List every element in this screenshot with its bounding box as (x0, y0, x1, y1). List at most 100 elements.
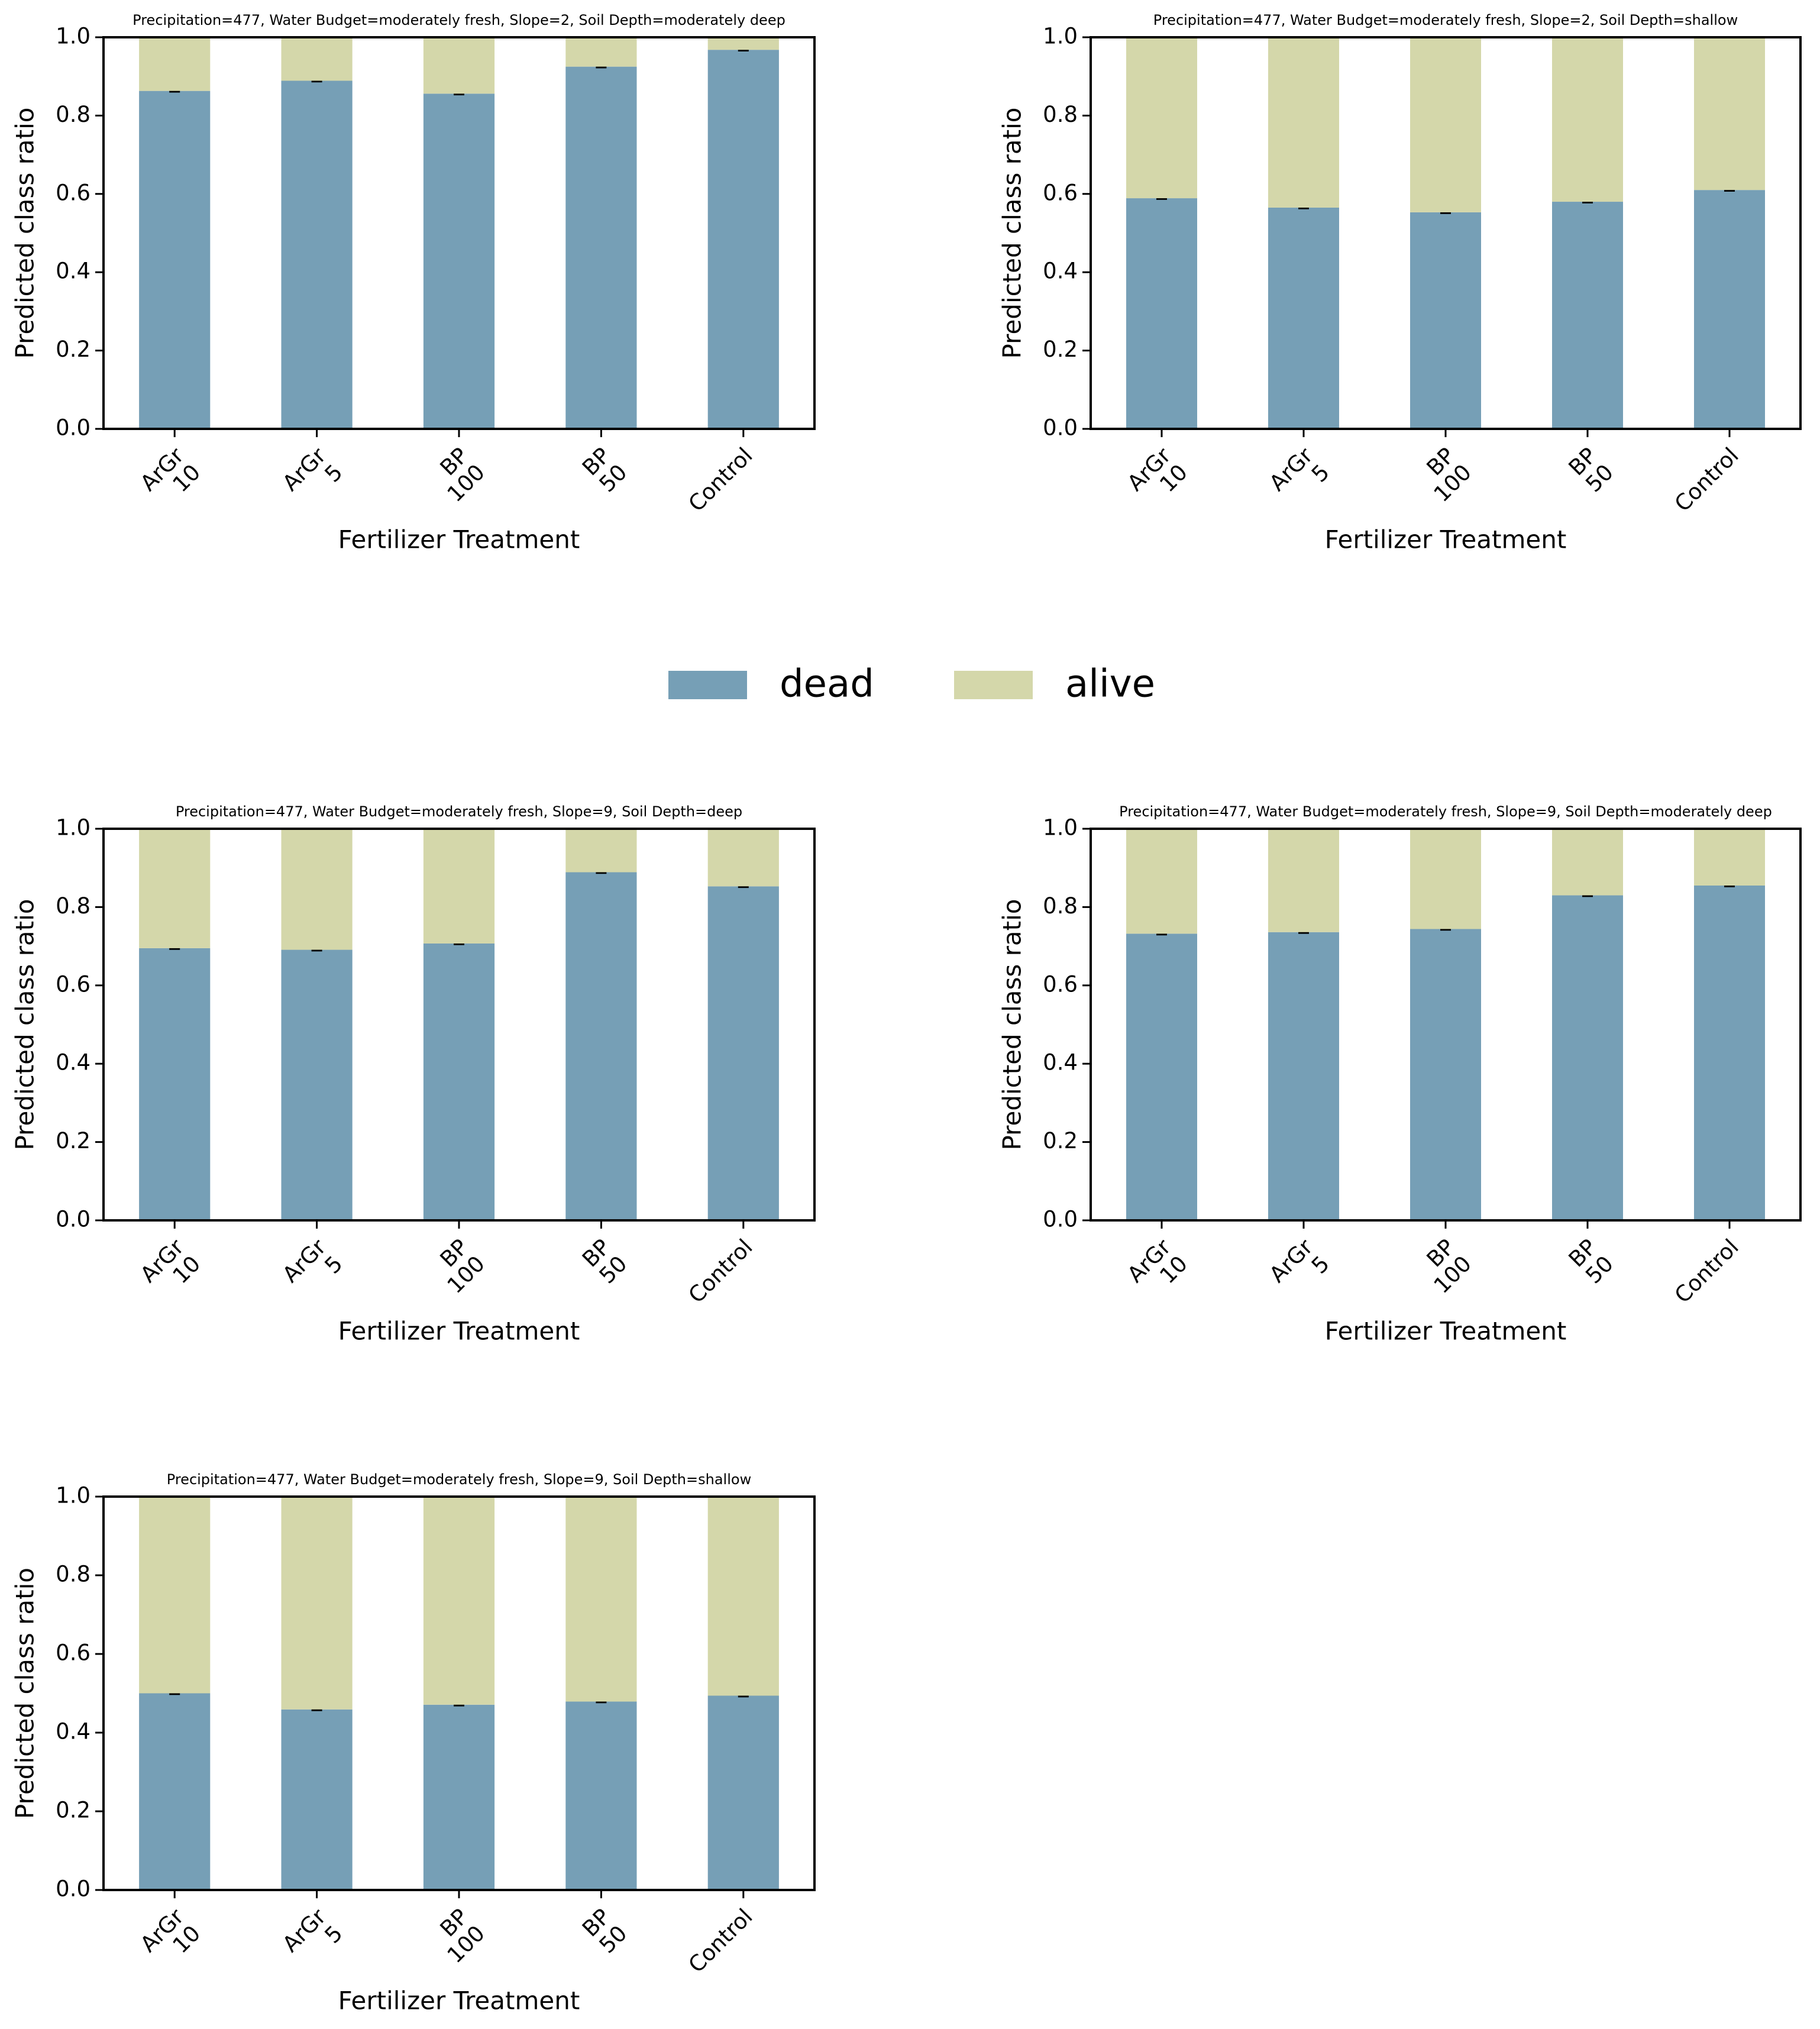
x-tick-label-line: Control (1670, 1234, 1744, 1308)
y-axis-label: Predicted class ratio (11, 1568, 40, 1819)
y-axis-label: Predicted class ratio (998, 899, 1027, 1151)
bar-segment (423, 943, 495, 1220)
bar-segment (565, 872, 637, 1220)
x-axis-label: Fertilizer Treatment (1325, 1317, 1567, 1346)
y-tick-label: 0.2 (56, 1128, 90, 1154)
bar-segment (565, 829, 637, 873)
x-tick-label: Control (684, 442, 758, 516)
bar-segment (565, 66, 637, 429)
bar-segment (281, 1497, 353, 1710)
bar-segment (139, 829, 211, 948)
x-tick-label-line: Control (684, 1234, 758, 1308)
y-tick-label: 0.4 (1043, 259, 1078, 284)
bar-segment (423, 93, 495, 429)
legend-swatch (668, 671, 747, 699)
y-tick-label: 0.6 (1043, 971, 1078, 997)
bar-segment (139, 1497, 211, 1694)
y-axis-label: Predicted class ratio (11, 899, 40, 1151)
y-tick-label: 0.0 (1043, 415, 1078, 441)
axes-frame (1090, 828, 1802, 1222)
y-tick-label: 1.0 (1043, 24, 1078, 49)
bar-segment (423, 37, 495, 94)
bar-segment (139, 37, 211, 91)
x-axis-label: Fertilizer Treatment (338, 525, 580, 554)
y-tick-label: 0.2 (1043, 337, 1078, 362)
bar-segment (1552, 895, 1623, 1220)
bar-segment (707, 37, 779, 50)
bar-segment (281, 37, 353, 81)
y-axis-label: Predicted class ratio (11, 108, 40, 359)
y-tick-label: 0.4 (1043, 1050, 1078, 1075)
x-tick-label-line: Control (1670, 442, 1744, 516)
subplot-title: Precipitation=477, Water Budget=moderate… (167, 1471, 751, 1488)
y-tick-label: 0.6 (56, 971, 90, 997)
y-tick-label: 0.4 (56, 1050, 90, 1075)
bar-segment (707, 1497, 779, 1696)
bar-segment (423, 1704, 495, 1890)
bar-segment (565, 1497, 637, 1702)
bar-segment (1268, 37, 1339, 208)
bar-segment (423, 829, 495, 944)
bar-segment (565, 1701, 637, 1890)
y-tick-label: 0.4 (56, 1719, 90, 1744)
y-tick-label: 1.0 (56, 1483, 90, 1508)
axes-frame (102, 1495, 816, 1891)
legend-swatch (954, 671, 1033, 699)
subplot-title: Precipitation=477, Water Budget=moderate… (132, 12, 785, 28)
bar-segment (1126, 933, 1197, 1220)
bar-segment (1268, 829, 1339, 932)
bar-segment (139, 948, 211, 1220)
bar-segment (1268, 207, 1339, 429)
bar-segment (1552, 829, 1623, 896)
legend-label: dead (780, 663, 874, 706)
bar-segment (707, 886, 779, 1220)
subplot-title: Precipitation=477, Water Budget=moderate… (176, 803, 742, 820)
y-tick-label: 0.8 (56, 893, 90, 919)
bar-segment (707, 50, 779, 429)
bar-segment (1694, 829, 1765, 886)
y-tick-label: 0.8 (1043, 893, 1078, 919)
bar-segment (1126, 829, 1197, 934)
bar-segment (139, 1693, 211, 1890)
legend: dead alive (668, 663, 1155, 706)
bar-segment (1410, 829, 1481, 929)
bar-segment (1410, 37, 1481, 212)
y-tick-label: 0.0 (1043, 1207, 1078, 1232)
bar-segment (707, 829, 779, 887)
bar-segment (1126, 198, 1197, 429)
y-tick-label: 0.8 (56, 1562, 90, 1587)
y-tick-label: 1.0 (56, 24, 90, 49)
subplot-title: Precipitation=477, Water Budget=moderate… (1153, 12, 1738, 28)
y-tick-label: 1.0 (1043, 815, 1078, 841)
y-tick-label: 0.2 (1043, 1128, 1078, 1154)
bar-segment (281, 949, 353, 1220)
x-axis-label: Fertilizer Treatment (338, 1986, 580, 2015)
bar-segment (565, 37, 637, 67)
y-tick-label: 0.6 (56, 180, 90, 205)
y-tick-label: 1.0 (56, 815, 90, 841)
bar-segment (281, 80, 353, 429)
y-tick-label: 0.6 (1043, 180, 1078, 205)
x-tick-label: Control (1670, 1234, 1744, 1308)
bar-segment (1694, 885, 1765, 1220)
bar-segment (281, 829, 353, 950)
bar-segment (1126, 37, 1197, 199)
